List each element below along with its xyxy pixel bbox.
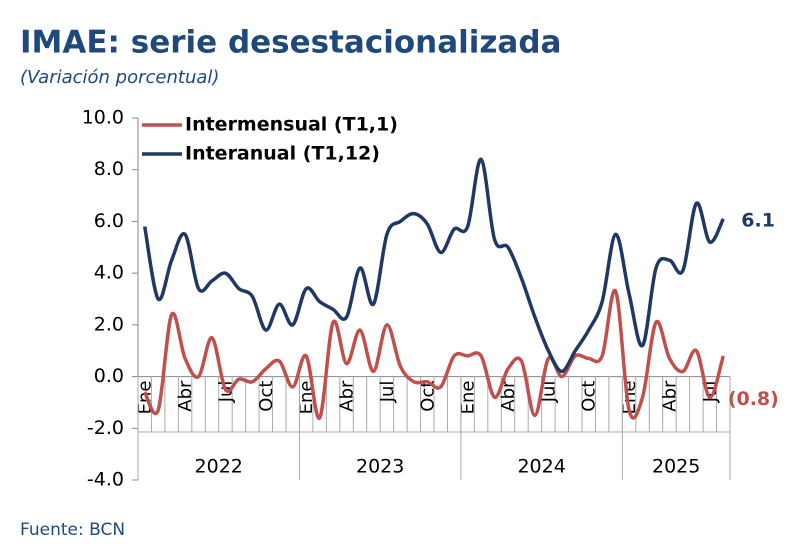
x-tick-label: Oct [256, 381, 277, 412]
x-tick-label: Abr [175, 380, 196, 412]
chart-subtitle: (Variación porcentual) [20, 67, 219, 88]
end-value-label: (0.8) [728, 388, 779, 410]
x-tick-label: Ene [458, 381, 479, 415]
chart-title: IMAE: serie desestacionalizada [20, 25, 561, 61]
y-tick-label: 10.0 [82, 107, 124, 129]
x-tick-label: Oct [417, 381, 438, 412]
x-tick-label: Jul [377, 381, 398, 404]
y-tick-label: 8.0 [94, 158, 124, 180]
end-value-label: 6.1 [741, 209, 775, 231]
legend-label: Interanual (T1,12) [185, 143, 380, 165]
x-tick-label: Abr [659, 380, 680, 412]
x-tick-label: Abr [337, 380, 358, 412]
y-tick-label: 0.0 [94, 365, 124, 387]
y-tick-label: 2.0 [94, 313, 124, 335]
x-tick-label: Oct [579, 381, 600, 412]
x-tick-label: Abr [498, 380, 519, 412]
y-tick-label: 6.0 [94, 210, 124, 232]
series-line [143, 288, 725, 420]
y-tick-label: -2.0 [87, 417, 124, 439]
x-tick-label: Ene [619, 381, 640, 415]
legend-label: Intermensual (T1,1) [185, 114, 398, 136]
source-note: Fuente: BCN [20, 520, 125, 540]
y-tick-label: -4.0 [87, 469, 124, 491]
series-line [143, 157, 725, 374]
year-label: 2024 [517, 456, 565, 478]
year-label: 2023 [356, 456, 404, 478]
year-label: 2025 [652, 456, 700, 478]
y-tick-label: 4.0 [94, 262, 124, 284]
year-label: 2022 [195, 456, 243, 478]
